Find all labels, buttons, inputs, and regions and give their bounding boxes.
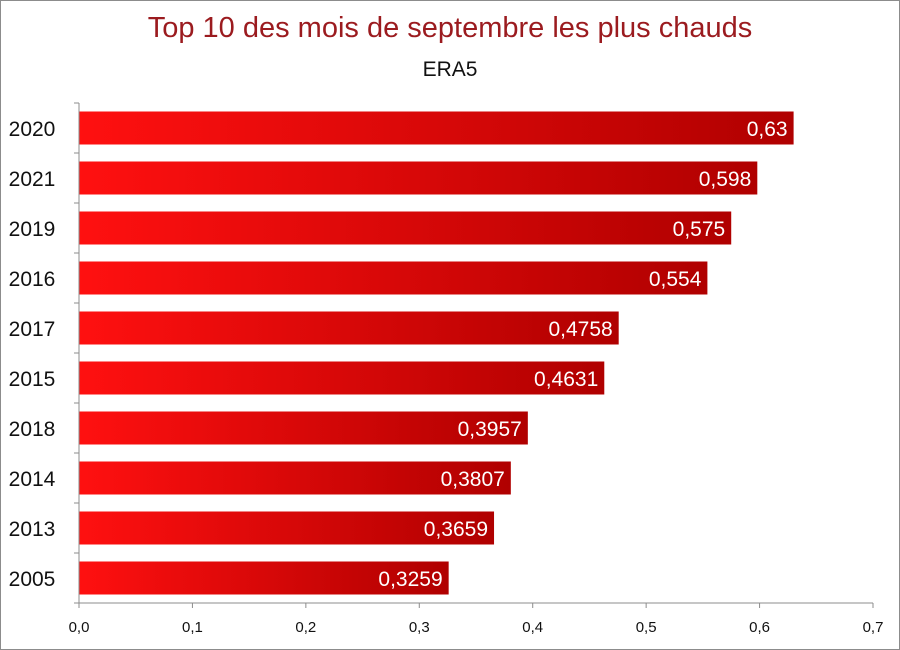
bar-2015 [79, 361, 605, 395]
x-tick-label: 0,1 [182, 619, 203, 636]
value-label-2013: 0,3659 [424, 518, 488, 541]
bar-2017 [79, 311, 619, 345]
chart-subtitle: ERA5 [422, 58, 478, 81]
value-label-2016: 0,554 [649, 268, 702, 291]
bar-2018 [79, 411, 528, 445]
category-label-2019: 2019 [9, 218, 56, 241]
bar-2021 [79, 161, 758, 195]
bar-2016 [79, 261, 708, 295]
value-label-2005: 0,3259 [378, 568, 442, 591]
bar-2005 [79, 561, 449, 595]
value-label-2018: 0,3957 [458, 418, 522, 441]
x-tick-label: 0,5 [636, 619, 657, 636]
axes-group: 2020 2021 2019 2016 2017 2015 2018 2014 2013 2005… [9, 102, 884, 636]
value-label-2015: 0,4631 [534, 368, 598, 391]
value-label-2021: 0,598 [699, 168, 752, 191]
bar-2014 [79, 461, 511, 495]
category-label-2018: 2018 [9, 418, 56, 441]
x-tick-label: 0,2 [295, 619, 316, 636]
bar-2020 [79, 111, 794, 145]
x-tick-label: 0,0 [69, 619, 90, 636]
value-label-2019: 0,575 [673, 218, 726, 241]
category-label-2021: 2021 [9, 168, 56, 191]
category-label-2014: 2014 [9, 468, 56, 491]
category-label-2005: 2005 [9, 568, 56, 591]
x-tick-label: 0,4 [522, 619, 543, 636]
x-tick-label: 0,3 [409, 619, 430, 636]
bar-2013 [79, 511, 495, 545]
value-label-2017: 0,4758 [548, 318, 612, 341]
category-label-2016: 2016 [9, 268, 56, 291]
chart-title: Top 10 des mois de septembre les plus ch… [147, 12, 753, 44]
bars-group: 0,63 0,598 0,575 0,554 0,4758 0,4631 0,3957 0,3… [79, 111, 794, 595]
value-label-2020: 0,63 [747, 118, 788, 141]
category-label-2017: 2017 [9, 318, 56, 341]
x-tick-label: 0,6 [749, 619, 770, 636]
category-label-2015: 2015 [9, 368, 56, 391]
bar-2019 [79, 211, 732, 245]
value-label-2014: 0,3807 [441, 468, 505, 491]
category-label-2013: 2013 [9, 518, 56, 541]
category-label-2020: 2020 [9, 118, 56, 141]
x-tick-label: 0,7 [863, 619, 884, 636]
